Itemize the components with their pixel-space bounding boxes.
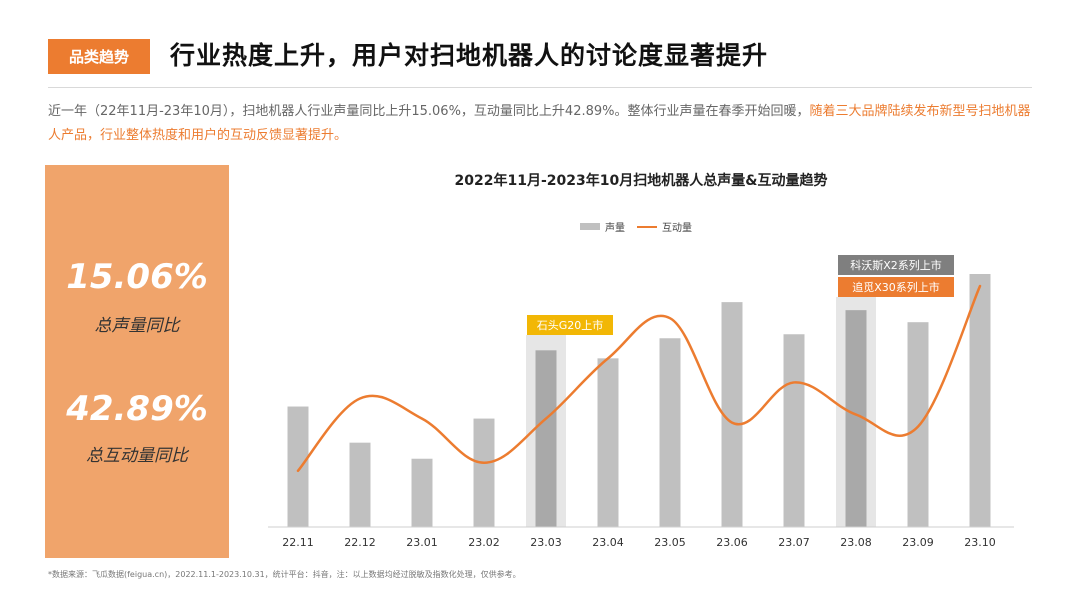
x-tick-label-23.05: 23.05 — [654, 536, 686, 549]
bar-23.03 — [535, 350, 557, 527]
chart-legend: 声量 互动量 — [580, 219, 692, 234]
bar-23.05 — [659, 338, 681, 527]
bar-23.09 — [907, 322, 929, 527]
stat-label-volume: 总声量同比 — [94, 316, 180, 336]
bar-23.08 — [845, 310, 867, 527]
x-tick-label-23.03: 23.03 — [530, 536, 562, 549]
bar-23.07 — [783, 334, 805, 527]
summary-highlight: 随着三大品牌陆续发布新型号扫地机器人产品，行业整体热度和用户的互动反馈显著提升。 — [48, 104, 1031, 143]
bar-23.04 — [597, 358, 619, 527]
annotation-dreame-x30: 追觅X30系列上市 — [838, 277, 954, 297]
summary-text: 近一年（22年11月-23年10月），扫地机器人行业声量同比上升15.06%，互… — [48, 104, 810, 119]
x-tick-label-23.08: 23.08 — [840, 536, 872, 549]
stat-value-volume: 15.06% — [66, 257, 208, 297]
x-tick-label-23.01: 23.01 — [406, 536, 438, 549]
chart-title: 2022年11月-2023年10月扫地机器人总声量&互动量趋势 — [454, 173, 828, 189]
stat-label-interaction: 总互动量同比 — [86, 446, 188, 466]
stats-panel: 15.06% 总声量同比 42.89% 总互动量同比 — [45, 165, 229, 558]
x-tick-label-22.11: 22.11 — [282, 536, 314, 549]
series-line-interaction — [296, 284, 982, 473]
x-tick-label-23.06: 23.06 — [716, 536, 748, 549]
bar-23.02 — [473, 418, 495, 527]
x-tick-label-23.02: 23.02 — [468, 536, 500, 549]
legend-swatch-line — [637, 225, 657, 228]
annotation-shitou-g20: 石头G20上市 — [527, 315, 613, 335]
stat-value-interaction: 42.89% — [66, 389, 208, 429]
page-title: 行业热度上升，用户对扫地机器人的讨论度显著提升 — [170, 41, 769, 70]
legend-label-line: 互动量 — [662, 223, 692, 234]
section-badge: 品类趋势 — [48, 39, 150, 74]
bar-22.11 — [287, 406, 309, 527]
legend-swatch-bar — [580, 223, 600, 230]
source-footnote: *数据来源：飞瓜数据(feigua.cn)，2022.11.1-2023.10.… — [48, 570, 521, 579]
x-tick-label-23.09: 23.09 — [902, 536, 934, 549]
bar-23.10 — [969, 274, 991, 527]
annotation-ecovacs-x2: 科沃斯X2系列上市 — [838, 255, 954, 275]
x-tick-label-23.07: 23.07 — [778, 536, 810, 549]
x-tick-label-22.12: 22.12 — [344, 536, 376, 549]
x-tick-label-23.10: 23.10 — [964, 536, 996, 549]
header-divider — [48, 87, 1032, 88]
bar-22.12 — [349, 442, 371, 527]
legend-label-bar: 声量 — [605, 223, 625, 234]
bar-23.01 — [411, 458, 433, 527]
x-tick-label-23.04: 23.04 — [592, 536, 624, 549]
bar-23.06 — [721, 302, 743, 527]
summary-paragraph: 近一年（22年11月-23年10月），扫地机器人行业声量同比上升15.06%，互… — [48, 100, 1038, 148]
